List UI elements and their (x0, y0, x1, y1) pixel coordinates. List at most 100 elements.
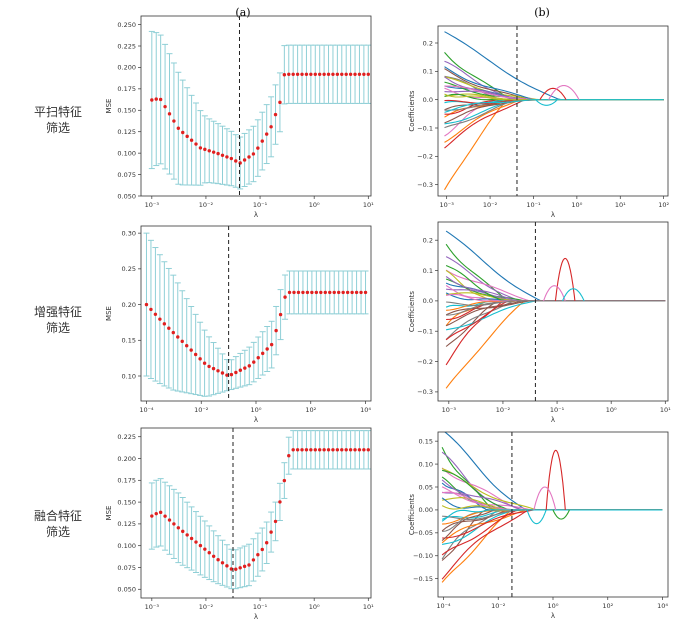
x-tick-label: 10⁴ (657, 602, 668, 610)
x-axis-label: λ (254, 416, 258, 424)
mse-point (203, 547, 207, 551)
plot-area (148, 30, 371, 190)
mse-point (348, 448, 353, 452)
mse-point (313, 72, 317, 76)
y-tick-label: 0.050 (117, 586, 136, 594)
mse-point (335, 448, 340, 452)
mse-point (242, 158, 247, 162)
y-tick-label: 0.200 (117, 64, 136, 72)
y-tick-label: 0.0 (423, 297, 433, 305)
y-tick-label: 0.00 (419, 506, 433, 514)
mse-point (305, 290, 310, 295)
mse-point (282, 478, 287, 483)
plot-area (143, 232, 369, 397)
mse-point (344, 72, 348, 76)
coefficient-path (441, 469, 663, 511)
mse-point (243, 366, 247, 370)
mse-point (220, 371, 225, 375)
y-tick-label: 0.1 (423, 68, 433, 76)
y-tick-label: 0.05 (419, 483, 433, 491)
coefficient-path (441, 505, 663, 511)
mse-point (163, 104, 167, 109)
mse-point (278, 100, 282, 105)
x-axis-label: λ (551, 416, 555, 424)
mse-point (353, 72, 357, 76)
mse-point (292, 290, 296, 295)
mse-point (340, 72, 344, 76)
mse-point (310, 290, 314, 295)
mse-point (291, 72, 295, 76)
mse-point (211, 554, 216, 558)
mse-point (229, 567, 234, 571)
x-tick-label: 10⁰ (571, 201, 582, 209)
mse-point (273, 519, 278, 524)
mse-point (238, 566, 242, 570)
mse-point (220, 561, 225, 565)
mse-point (163, 514, 167, 518)
y-axis-label: Coefficients (408, 90, 416, 132)
y-axis-label: MSE (105, 99, 113, 114)
y-tick-label: 0.075 (117, 171, 136, 179)
mse-point (167, 518, 172, 522)
coefficient-path (445, 243, 666, 302)
x-tick-label: 10⁻¹ (253, 603, 268, 611)
mse-point (296, 290, 301, 295)
y-tick-label: 0.050 (117, 192, 136, 200)
mse-point (144, 302, 149, 307)
coefficient-path (445, 300, 666, 347)
mse-point (313, 448, 317, 452)
y-tick-label: 0.10 (122, 372, 136, 380)
mse-point (176, 335, 180, 339)
coefficient-path (554, 257, 576, 301)
mse-point (282, 73, 287, 77)
row-label-3-line2: 筛选 (46, 524, 70, 539)
mse-point (216, 557, 220, 562)
mse-point (317, 448, 322, 452)
axes-frame (437, 221, 669, 402)
mse-point (295, 448, 300, 452)
y-tick-label: 0.150 (117, 107, 136, 115)
y-tick-label: 0.20 (122, 301, 136, 309)
mse-point (153, 312, 158, 316)
mse-point (176, 526, 181, 530)
mse-point (304, 448, 309, 452)
row-label-3-line1: 融合特征 (34, 508, 82, 523)
y-tick-label: 0.225 (117, 42, 136, 50)
mse-point (238, 161, 242, 165)
x-tick-label: 10⁻² (199, 603, 214, 611)
x-tick-label: 10¹ (660, 406, 671, 414)
y-tick-label: 0.175 (117, 477, 136, 485)
x-tick-label: 10¹ (615, 201, 626, 209)
mse-point (167, 112, 172, 116)
x-tick-label: 10⁻³ (440, 201, 455, 209)
y-tick-label: −0.05 (413, 529, 433, 537)
y-tick-label: 0.2 (423, 39, 433, 47)
coefficient-path (444, 90, 664, 101)
mse-point (283, 295, 287, 299)
mse-point (225, 373, 229, 377)
mse-point (225, 564, 229, 568)
plot-area (441, 432, 663, 583)
mse-point (171, 330, 175, 335)
y-tick-label: 0.15 (122, 337, 136, 345)
coefficient-path (444, 52, 664, 101)
x-tick-label: 10⁻¹ (253, 201, 268, 209)
coefficient-path (444, 60, 664, 101)
mse-point (172, 522, 176, 526)
y-axis-label: MSE (105, 506, 113, 521)
mse-point (269, 530, 273, 534)
mse-point (322, 72, 326, 76)
x-tick-label: 10⁻² (496, 406, 511, 414)
mse-point (185, 134, 189, 139)
mse-point (273, 112, 278, 117)
coefficient-path (533, 486, 557, 511)
y-tick-label: 0.15 (419, 437, 433, 445)
y-tick-label: 0.25 (122, 265, 136, 273)
mse-point (319, 290, 323, 295)
mse-point (234, 159, 238, 163)
mse-point (172, 119, 176, 123)
mse-point (180, 339, 184, 344)
chart-a-row3: 10⁻³ 10⁻² 10⁻¹ 10⁰ 10¹ 0.050 0.075 0.100 0.125 0.… (105, 427, 374, 621)
mse-point (362, 448, 366, 452)
y-tick-label: −0.15 (413, 575, 433, 583)
